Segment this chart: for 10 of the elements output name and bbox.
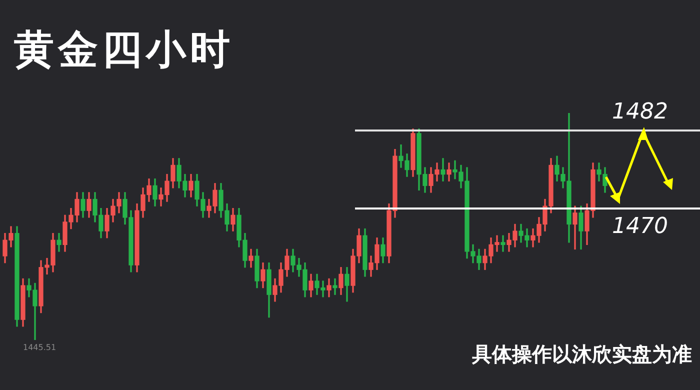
text: 1482 (612, 100, 668, 125)
candlestick (332, 278, 338, 295)
candlestick (500, 235, 506, 252)
candlestick (446, 162, 452, 182)
text: 1470 (612, 214, 668, 239)
text: 1445.51 (23, 343, 56, 352)
text: 具体操作以沐欣实盘为准 (471, 342, 692, 366)
candlestick (440, 158, 446, 182)
candlestick (56, 232, 62, 252)
chart-title: 黄金四小时 (14, 26, 234, 75)
